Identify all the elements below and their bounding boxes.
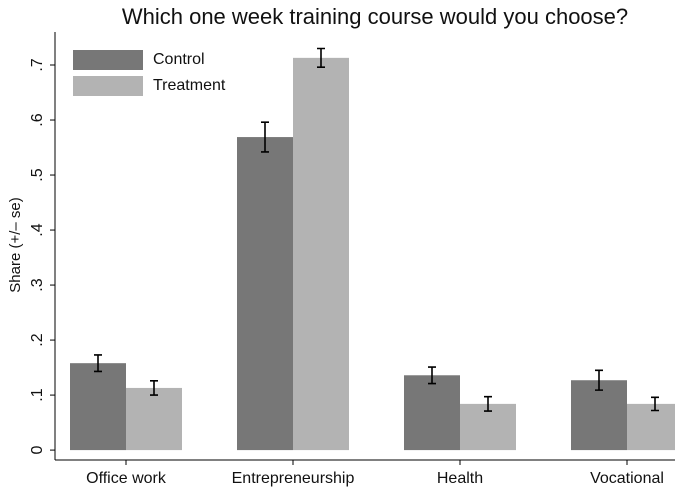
legend-swatch <box>73 76 143 96</box>
y-tick-label: .2 <box>29 333 46 346</box>
y-tick-label: .7 <box>29 58 46 71</box>
error-bar <box>150 379 158 396</box>
error-bar <box>317 47 325 69</box>
legend-label: Control <box>153 51 205 68</box>
y-tick-label: .3 <box>29 278 46 291</box>
error-bar <box>651 396 659 412</box>
legend-swatch <box>73 50 143 70</box>
x-tick-label: Entrepreneurship <box>232 470 355 487</box>
y-axis-label: Share (+/– se) <box>7 197 24 292</box>
chart-title: Which one week training course would you… <box>122 4 628 29</box>
y-tick-label: .6 <box>29 113 46 126</box>
bar <box>70 363 126 451</box>
error-bar <box>428 366 436 385</box>
error-bar <box>484 395 492 412</box>
bar <box>126 387 182 451</box>
bar <box>293 57 349 451</box>
y-tick-label: .4 <box>29 223 46 236</box>
x-tick-label: Health <box>437 470 483 487</box>
error-bar <box>595 369 603 391</box>
y-tick-label: .1 <box>29 388 46 401</box>
y-tick-label: .5 <box>29 168 46 181</box>
x-tick-label: Vocational <box>590 470 664 487</box>
bar <box>237 137 293 451</box>
error-bar <box>94 354 102 373</box>
y-tick-label: 0 <box>29 446 46 455</box>
error-bar <box>261 121 269 153</box>
bar <box>627 403 675 451</box>
legend-label: Treatment <box>153 77 226 94</box>
x-tick-label: Office work <box>86 470 167 487</box>
bar <box>404 375 460 451</box>
bar <box>571 380 627 451</box>
